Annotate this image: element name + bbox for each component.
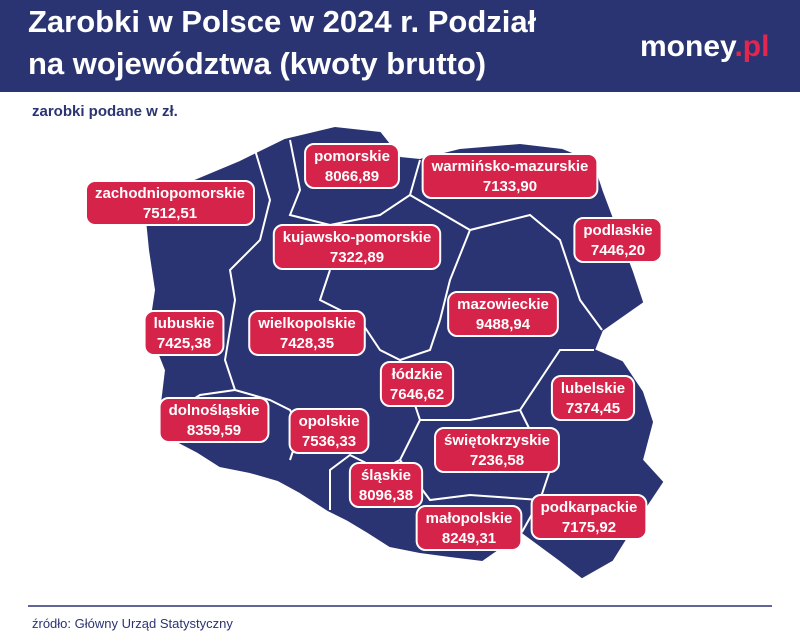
region-label: podlaskie 7446,20 (573, 217, 663, 263)
region-name: małopolskie (426, 510, 513, 527)
region-name: warmińsko-mazurskie (431, 158, 589, 175)
region-name: kujawsko-pomorskie (283, 229, 431, 246)
label-box (158, 397, 270, 443)
region-name: śląskie (361, 467, 411, 484)
label-box (304, 143, 400, 189)
region-label: dolnośląskie 8359,59 (158, 397, 270, 443)
region-label: małopolskie 8249,31 (415, 505, 523, 551)
source: źródło: Główny Urząd Statystyczny (32, 616, 233, 631)
region-label: śląskie 8096,38 (348, 462, 424, 508)
title-line: na województwa (kwoty brutto) (28, 46, 486, 81)
region-name: mazowieckie (457, 296, 549, 313)
region-value: 7175,92 (562, 519, 616, 536)
region-value: 7236,58 (470, 452, 524, 469)
region-value: 8249,31 (442, 530, 496, 547)
subtitle: zarobki podane w zł. (32, 103, 178, 120)
region-value: 7374,45 (566, 400, 620, 417)
region-label: podkarpackie 7175,92 (530, 494, 648, 540)
brand-name: money (640, 30, 737, 63)
region-value: 8066,89 (325, 168, 379, 185)
region-label: wielkopolskie 7428,35 (248, 310, 366, 356)
title-line: Zarobki w Polsce w 2024 r. Podział (28, 4, 537, 39)
region-label: łódzkie 7646,62 (379, 361, 455, 407)
region-labels: zachodniopomorskie 7512,51 pomorskie 8066,8… (84, 143, 663, 551)
region-value: 7133,90 (483, 178, 537, 195)
region-value: 7646,62 (390, 386, 444, 403)
label-box (415, 505, 523, 551)
brand: money.pl (640, 30, 769, 63)
brand-suffix: .pl (734, 30, 769, 63)
label-box (379, 361, 455, 407)
region-name: podkarpackie (541, 499, 638, 516)
region-label: lubuskie 7425,38 (143, 310, 225, 356)
label-box (348, 462, 424, 508)
region-name: łódzkie (392, 366, 443, 383)
region-value: 8359,59 (187, 422, 241, 439)
region-name: świętokrzyskie (444, 432, 550, 449)
header-band (0, 0, 800, 92)
region-value: 7536,33 (302, 433, 356, 450)
region-label: opolskie 7536,33 (288, 408, 370, 454)
region-name: podlaskie (583, 222, 652, 239)
region-label: warmińsko-mazurskie 7133,90 (421, 153, 599, 199)
region-name: lubelskie (561, 380, 625, 397)
label-box (573, 217, 663, 263)
region-value: 7512,51 (143, 205, 197, 222)
region-value: 9488,94 (476, 316, 531, 333)
region-name: dolnośląskie (169, 402, 260, 419)
region-value: 7425,38 (157, 335, 211, 352)
region-value: 7322,89 (330, 249, 384, 266)
label-box (447, 291, 559, 337)
region-name: zachodniopomorskie (95, 185, 245, 202)
label-box (84, 180, 256, 226)
region-label: lubelskie 7374,45 (550, 375, 636, 421)
label-box (530, 494, 648, 540)
region-value: 7428,35 (280, 335, 334, 352)
region-label: świętokrzyskie 7236,58 (434, 427, 560, 473)
region-name: pomorskie (314, 148, 390, 165)
region-value: 7446,20 (591, 242, 645, 259)
region-label: zachodniopomorskie 7512,51 (84, 180, 256, 226)
label-box (434, 427, 560, 473)
region-label: kujawsko-pomorskie 7322,89 (272, 224, 442, 270)
label-box (421, 153, 599, 199)
region-label: pomorskie 8066,89 (304, 143, 400, 189)
region-name: wielkopolskie (257, 315, 356, 332)
region-value: 8096,38 (359, 487, 413, 504)
label-box (272, 224, 442, 270)
label-box (143, 310, 225, 356)
label-box (550, 375, 636, 421)
region-label: mazowieckie 9488,94 (447, 291, 559, 337)
label-box (248, 310, 366, 356)
region-name: opolskie (299, 413, 360, 430)
label-box (288, 408, 370, 454)
region-name: lubuskie (154, 315, 215, 332)
